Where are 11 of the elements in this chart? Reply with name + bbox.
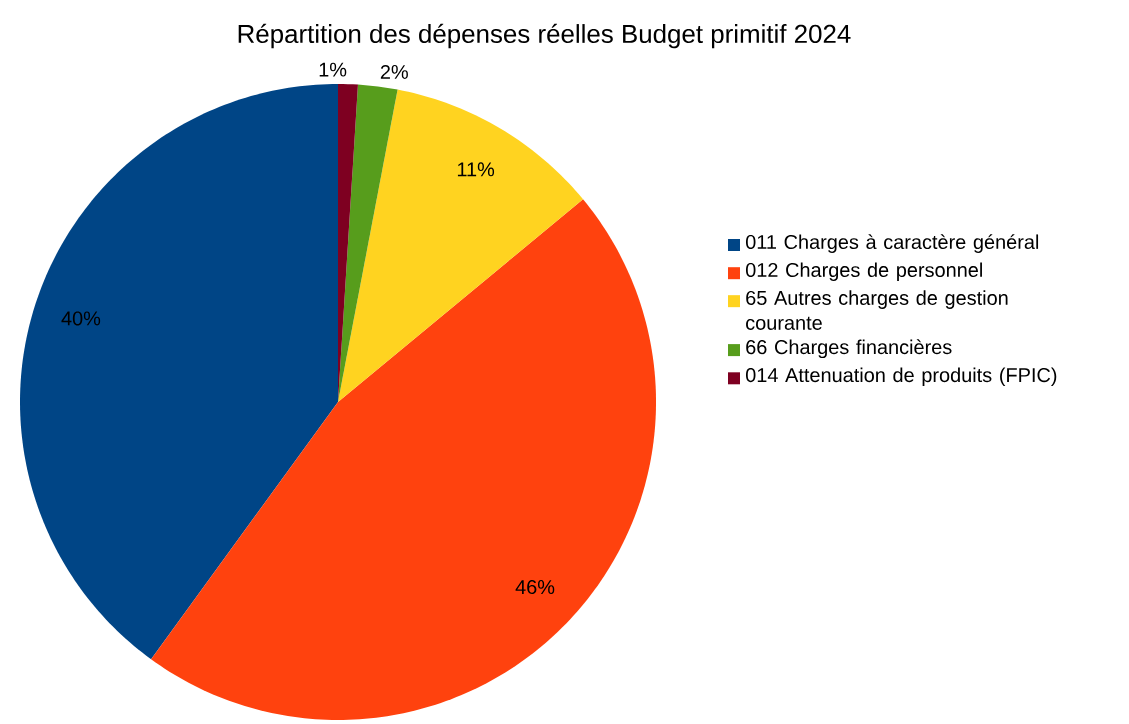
chart-title: Répartition des dépenses réelles Budget primitif 2024 xyxy=(238,23,851,49)
data-label: 46% xyxy=(515,579,555,595)
legend-label: 66 Charges financières xyxy=(746,339,952,359)
data-label: 11% xyxy=(457,162,495,177)
legend-label: 65 Autres charges de gestion courante xyxy=(746,290,1008,330)
legend-label: 014 Attenuation de produits (FPIC) xyxy=(745,367,1057,387)
data-label: 2% xyxy=(380,64,408,79)
data-label: 1% xyxy=(319,62,347,77)
data-label: 40% xyxy=(61,311,101,326)
legend-label: 012 Charges de personnel xyxy=(745,262,982,281)
legend-label: 011 Charges à caractère général xyxy=(745,234,1039,253)
